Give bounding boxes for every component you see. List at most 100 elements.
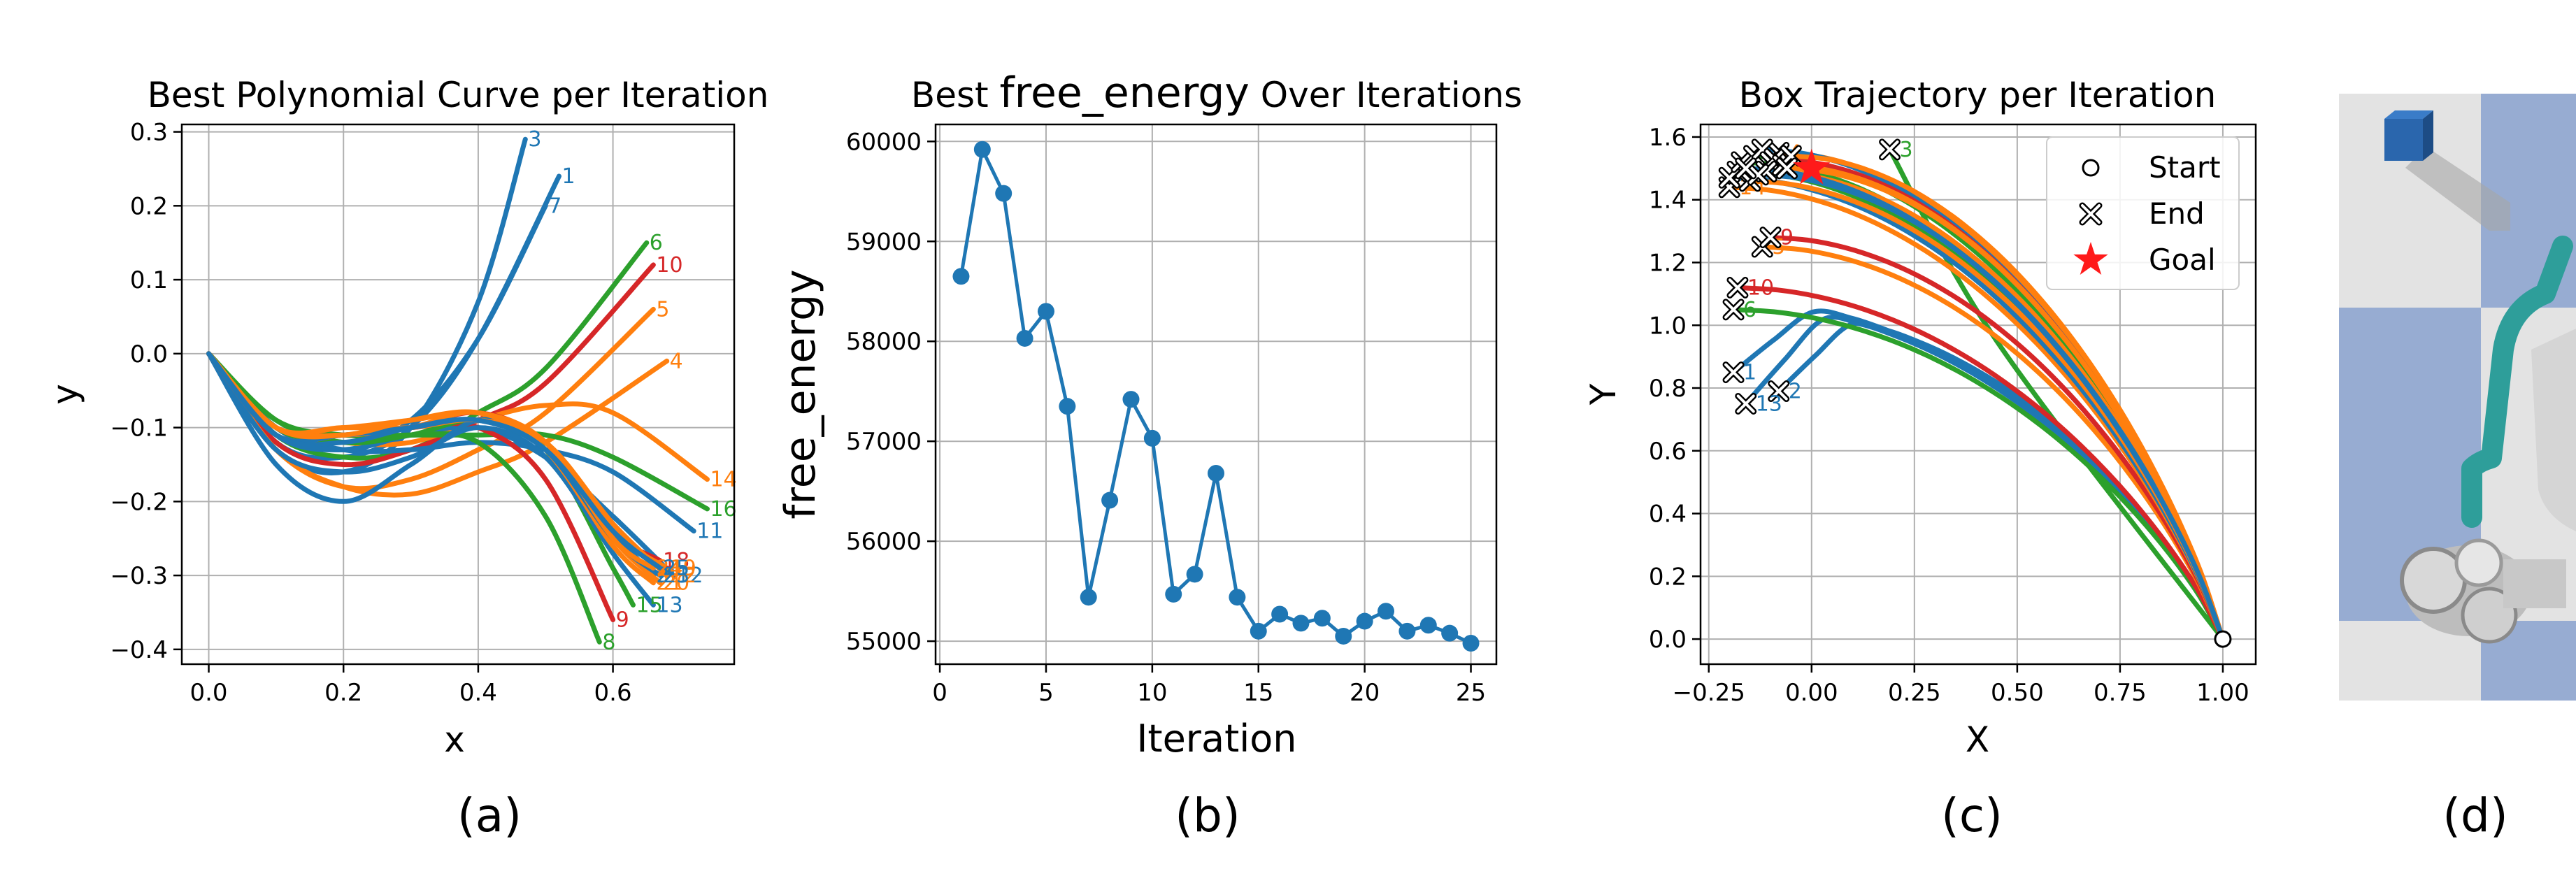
curve-label: 5 — [656, 297, 669, 322]
curve-iter-2 — [206, 351, 656, 578]
trajectory-iter-10 — [1735, 285, 2226, 642]
y-tick-label: −0.1 — [110, 415, 168, 443]
data-point — [1080, 589, 1097, 606]
end-marker — [1722, 361, 1745, 384]
curve-label: 15 — [636, 593, 662, 617]
curve-label: 23 — [663, 563, 689, 588]
data-point — [1313, 610, 1331, 627]
legend-end-x — [2079, 202, 2103, 226]
legend-start-marker — [2082, 159, 2100, 177]
robot-link — [2503, 559, 2566, 608]
end-label: 1 — [1743, 361, 1756, 385]
y-axis-label: y — [45, 384, 85, 405]
curve-label: 3 — [528, 127, 541, 152]
x-tick-label: 0.75 — [2094, 679, 2147, 707]
x-tick-label: 0.0 — [189, 679, 227, 707]
box-shadow — [2405, 147, 2510, 231]
y-tick-label: 0.0 — [130, 340, 168, 368]
trajectory-path — [2461, 236, 2573, 528]
box-side — [2423, 110, 2433, 161]
curve-iter-8 — [206, 351, 602, 645]
trajectory-iter-5 — [1759, 244, 2226, 642]
data-point — [1462, 634, 1480, 652]
y-tick-label: 60000 — [846, 128, 922, 156]
y-tick-label: 0.6 — [1649, 438, 1687, 466]
y-tick-label: −0.4 — [110, 636, 168, 664]
y-tick-label: 0.2 — [130, 192, 168, 220]
legend-end-label: End — [2149, 196, 2205, 231]
data-point — [1143, 429, 1161, 447]
end-marker — [1735, 392, 1757, 415]
shadow — [2531, 329, 2576, 531]
curve-label: 9 — [616, 608, 629, 633]
curve-label: 7 — [548, 194, 561, 218]
goal-marker — [1793, 148, 1831, 185]
data-point — [1122, 391, 1140, 408]
y-tick-label: 1.6 — [1649, 124, 1687, 152]
legend: Start End Goal — [2046, 136, 2240, 290]
x-tick-label: 5 — [1038, 679, 1054, 707]
y-tick-label: 1.4 — [1649, 187, 1687, 215]
y-tick-label: 0.3 — [130, 119, 168, 147]
legend-goal-label: Goal — [2149, 243, 2216, 277]
data-point — [1441, 624, 1459, 642]
y-tick-label: 1.2 — [1649, 249, 1687, 277]
plot-frame — [1699, 123, 2257, 666]
end-label: 10 — [1747, 275, 1774, 300]
curve-label: 13 — [656, 593, 682, 617]
x-tick-label: 0 — [932, 679, 947, 707]
curve-iter-9 — [206, 351, 616, 622]
curve-label: 19 — [670, 557, 696, 581]
data-point — [952, 268, 970, 285]
caption-a: (a) — [457, 789, 522, 842]
end-label: 2 — [1789, 380, 1802, 404]
data-point — [973, 141, 991, 158]
caption-b: (b) — [1175, 789, 1240, 842]
trajectory-iter-9 — [1768, 235, 2226, 642]
x-tick-label: 15 — [1243, 679, 1273, 707]
curve-label: 20 — [663, 571, 689, 596]
data-point — [1250, 622, 1267, 640]
data-point — [995, 185, 1012, 202]
curve-label: 4 — [670, 349, 683, 373]
end-marker — [1747, 164, 1769, 186]
curve-label: 1 — [562, 164, 575, 189]
box-top — [2384, 110, 2433, 119]
title-suffix: Over Iterations — [1250, 75, 1522, 115]
y-tick-label: 58000 — [846, 328, 922, 356]
data-point — [1165, 585, 1182, 603]
x-tick-label: 0.4 — [459, 679, 497, 707]
end-label: 9 — [1780, 226, 1794, 250]
y-tick-label: 0.0 — [1649, 626, 1687, 654]
y-tick-label: 59000 — [846, 228, 922, 256]
box-object — [2384, 119, 2423, 161]
curve-iter-13 — [206, 351, 656, 608]
y-tick-label: −0.3 — [110, 562, 168, 590]
curve-label: 11 — [696, 519, 723, 544]
y-axis-label: Y — [1583, 383, 1624, 405]
curve-label: 24 — [656, 557, 682, 581]
robot-joint — [2454, 538, 2503, 587]
data-point — [1037, 303, 1054, 320]
y-tick-label: 0.8 — [1649, 375, 1687, 403]
y-tick-label: 56000 — [846, 528, 922, 556]
plot-frame — [180, 123, 736, 666]
chart-title: Best Polynomial Curve per Iteration — [148, 75, 769, 115]
legend-start-label: Start — [2149, 150, 2221, 185]
curve-label: 21 — [656, 571, 682, 596]
y-tick-label: 0.2 — [1649, 563, 1687, 591]
x-axis-label: x — [444, 719, 465, 760]
curve-label: 16 — [710, 497, 736, 522]
plot-frame — [934, 123, 1498, 666]
curve-label: 8 — [602, 630, 615, 654]
y-axis-label: free_energy — [776, 269, 825, 519]
x-axis-label: Iteration — [1136, 717, 1296, 761]
data-point — [1271, 605, 1289, 623]
data-point — [1208, 464, 1224, 482]
x-tick-label: 0.00 — [1785, 679, 1838, 707]
y-tick-label: 0.1 — [130, 266, 168, 294]
data-point — [1356, 612, 1373, 630]
simulation-render: (d) — [2339, 94, 2576, 842]
data-point — [1186, 566, 1203, 583]
